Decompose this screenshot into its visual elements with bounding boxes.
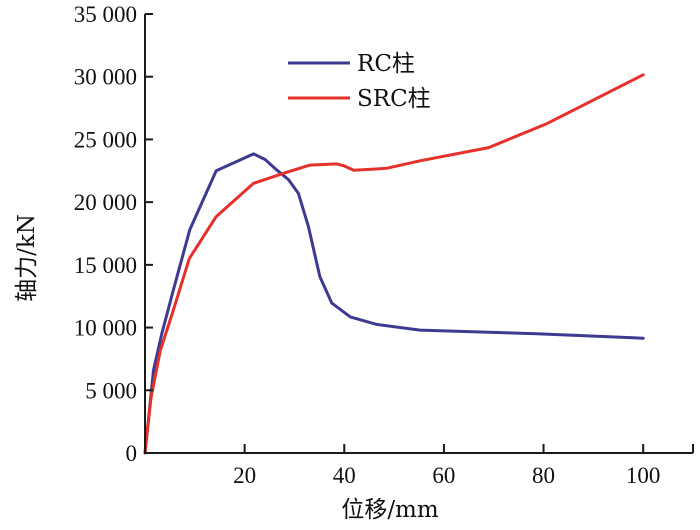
y-tick-label: 10 000 <box>74 316 137 341</box>
axes <box>144 14 693 454</box>
series-line-rc <box>143 152 645 455</box>
series-layer <box>143 73 645 455</box>
x-axis-title: 位移/mm <box>341 497 439 523</box>
legend: RC柱 SRC柱 <box>288 51 431 112</box>
x-ticks: 20 40 60 80 100 <box>233 444 694 488</box>
y-tick-label: 25 000 <box>74 127 137 152</box>
y-axis-title: 轴力/kN <box>14 214 40 302</box>
y-tick-label: 15 000 <box>74 253 137 278</box>
series-line-src <box>143 73 645 455</box>
x-tick-label: 100 <box>626 463 661 488</box>
legend-label-src: SRC柱 <box>357 86 431 112</box>
y-tick-label: 35 000 <box>74 2 137 27</box>
x-tick-label: 60 <box>432 463 455 488</box>
x-tick-label: 20 <box>233 463 256 488</box>
y-tick-label: 20 000 <box>74 190 137 215</box>
y-tick-label: 5 000 <box>85 378 137 403</box>
y-tick-label: 30 000 <box>74 65 137 90</box>
x-tick-label: 80 <box>532 463 555 488</box>
y-tick-label: 0 <box>126 441 138 466</box>
legend-label-rc: RC柱 <box>357 51 415 77</box>
x-tick-label: 40 <box>333 463 356 488</box>
y-ticks: 0 5 000 10 000 15 000 20 000 25 000 30 000 35 0… <box>74 2 153 466</box>
